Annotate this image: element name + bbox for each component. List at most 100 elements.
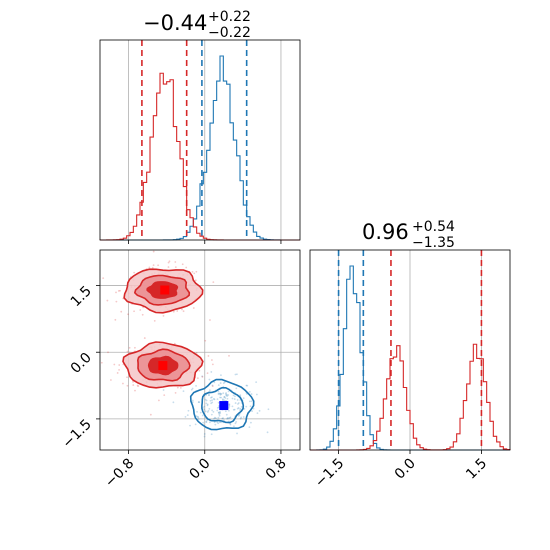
scatter-point [162,314,165,317]
joint-frame [99,249,301,451]
scatter-point [204,398,207,401]
scatter-point [266,431,269,434]
y-marginal-tick-label-1: 0.0 [392,456,419,483]
scatter-point [252,407,255,410]
scatter-point [243,407,246,410]
scatter-point [234,422,237,425]
scatter-point [219,411,221,413]
scatter-point [234,402,237,404]
scatter-point [199,411,202,414]
scatter-point [191,387,194,390]
scatter-point [228,409,230,412]
scatter-point [239,417,242,420]
scatter-point [122,382,124,385]
scatter-point [225,392,228,394]
scatter-point [181,308,183,311]
mode-marker-0 [219,401,229,411]
scatter-point [211,385,214,387]
scatter-point [115,291,117,294]
scatter-point [208,421,211,424]
scatter-point [231,405,234,408]
scatter-point [157,264,160,267]
scatter-point [236,399,239,401]
scatter-point [228,416,231,419]
histogram-frame [99,39,301,241]
scatter-point [210,371,213,373]
scatter-point [132,380,134,383]
scatter-point [226,417,228,420]
scatter-point [229,423,232,426]
scatter-point [217,384,220,386]
scatter-point [212,281,215,284]
scatter-point [217,401,220,404]
scatter-point [181,263,184,266]
scatter-point [245,405,248,408]
scatter-point [232,408,235,411]
scatter-point [237,406,240,409]
scatter-point [226,397,229,400]
scatter-point [190,388,193,391]
scatter-point [201,375,204,378]
scatter-point [197,418,200,421]
scatter-point [115,300,118,303]
scatter-point [218,421,221,424]
scatter-point [126,376,128,379]
scatter-point [202,421,205,424]
scatter-point [204,339,207,342]
scatter-point [219,392,222,395]
y-marginal-title: 0.96 +0.54 −1.35 [362,219,455,251]
scatter-point [211,384,214,387]
scatter-point [195,352,198,354]
scatter-point [250,400,253,403]
scatter-point [228,404,231,406]
joint-y-tick-label-0: 1.5 [68,283,95,310]
scatter-point [219,396,221,399]
scatter-point [149,413,152,416]
scatter-point [119,289,121,292]
scatter-point [152,250,155,253]
scatter-point [102,277,105,280]
scatter-point [256,412,259,415]
scatter-point [239,409,242,412]
scatter-point [255,381,258,384]
scatter-point [152,264,155,267]
scatter-point [239,407,242,410]
scatter-point [118,368,120,371]
scatter-point [222,392,225,395]
scatter-point [106,299,109,302]
scatter-point [212,410,215,413]
scatter-point [242,397,245,400]
scatter-point [197,401,200,403]
scatter-point [211,399,214,402]
scatter-point [237,414,240,417]
scatter-point [251,410,253,412]
scatter-point [206,411,209,413]
scatter-point [196,377,199,380]
scatter-point [168,260,171,263]
scatter-point [157,399,160,402]
scatter-point [223,399,226,402]
joint-y-tick-label-1: 0.0 [68,350,95,377]
scatter-point [223,396,226,399]
scatter-point [232,394,235,397]
scatter-point [225,413,228,416]
scatter-point [194,279,197,282]
scatter-point [258,409,261,412]
scatter-point [139,309,142,311]
scatter-point [172,310,175,313]
scatter-point [222,382,225,385]
scatter-point [162,389,165,391]
scatter-point [210,396,212,399]
scatter-point [223,381,226,384]
scatter-point [219,392,221,395]
y-marginal-tick-label-2: 1.5 [463,456,490,483]
scatter-point [237,403,239,405]
scatter-point [248,426,251,429]
scatter-point [240,405,243,408]
scatter-point [206,419,208,422]
scatter-point [208,407,211,410]
scatter-point [209,389,211,392]
scatter-point [221,399,224,402]
scatter-point [227,417,230,420]
